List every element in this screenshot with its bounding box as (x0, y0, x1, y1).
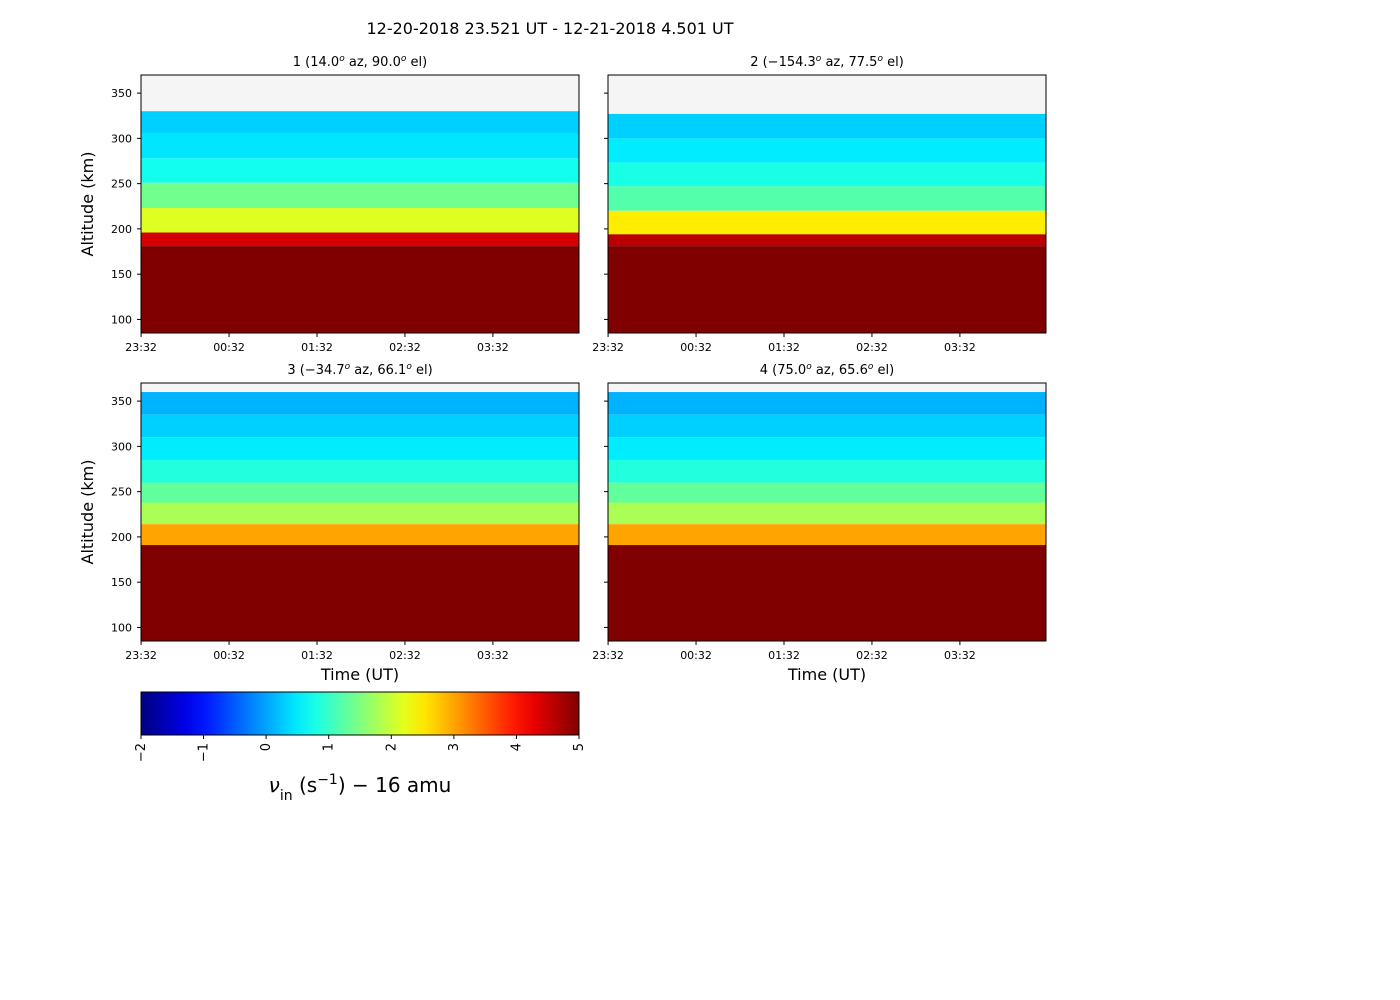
x-tick-label: 01:32 (301, 649, 333, 662)
y-tick-label: 150 (111, 576, 132, 589)
heatmap-layer (141, 246, 579, 333)
plot-frame (607, 382, 1047, 642)
heatmap-layer (141, 459, 579, 483)
colorbar-tick-label: 2 (384, 743, 399, 751)
panel-title: 1 (14.0o az, 90.0o el) (293, 54, 427, 70)
heatmap-layer (141, 482, 579, 503)
heatmap-layer (608, 392, 1046, 415)
x-tick-label: 23:32 (125, 649, 157, 662)
panel-title: 4 (75.0o az, 65.6o el) (760, 362, 894, 378)
x-tick-label: 02:32 (856, 649, 888, 662)
x-tick-label: 23:32 (592, 341, 624, 354)
y-axis-label: Altitude (km) (78, 460, 97, 565)
heatmap-layer (141, 232, 579, 247)
colorbar-label: νin (s−1) − 16 amu (269, 772, 452, 804)
y-tick-label: 200 (111, 531, 132, 544)
heatmap-layer (141, 208, 579, 233)
x-tick-label: 00:32 (213, 649, 245, 662)
heatmap-layer (141, 111, 579, 134)
heatmap-layer (608, 502, 1046, 525)
y-tick-label: 250 (111, 178, 132, 191)
x-axis-label: Time (UT) (320, 665, 399, 684)
heatmap-layer (141, 158, 579, 183)
heatmap-layer (608, 138, 1046, 163)
x-tick-label: 03:32 (944, 649, 976, 662)
heatmap-layer (141, 437, 579, 460)
y-tick-label: 350 (111, 87, 132, 100)
heatmap-layer (608, 186, 1046, 211)
figure-title: 12-20-2018 23.521 UT - 12-21-2018 4.501 … (366, 19, 734, 38)
heatmap-layer (141, 133, 579, 159)
x-tick-label: 02:32 (389, 341, 421, 354)
y-tick-label: 250 (111, 486, 132, 499)
colorbar-bar (140, 691, 580, 736)
y-tick-label: 150 (111, 268, 132, 281)
y-tick-label: 200 (111, 223, 132, 236)
x-tick-label: 01:32 (768, 649, 800, 662)
heatmap-layer (608, 113, 1046, 139)
plot-frame (607, 74, 1047, 334)
panel-2: 2 (−154.3o az, 77.5o el) 23:32 00:32 01:32 0… (592, 54, 1047, 354)
y-tick-label: 300 (111, 132, 132, 145)
x-tick-label: 23:32 (125, 341, 157, 354)
colorbar-tick-label: 1 (322, 743, 337, 751)
heatmap-layer (608, 414, 1046, 438)
plot-frame (140, 382, 580, 642)
x-tick-label: 02:32 (389, 649, 421, 662)
heatmap-layer (141, 524, 579, 546)
colorbar-tick-label: 3 (447, 743, 462, 751)
x-tick-label: 00:32 (680, 649, 712, 662)
y-tick-label: 100 (111, 313, 132, 326)
heatmap-layer (141, 182, 579, 209)
heatmap-layer (608, 437, 1046, 460)
x-tick-label: 03:32 (477, 341, 509, 354)
x-tick-label: 00:32 (680, 341, 712, 354)
y-tick-label: 300 (111, 440, 132, 453)
heatmap-layer (608, 210, 1046, 235)
panel-4: 4 (75.0o az, 65.6o el) 23:32 00:32 01:32 02:… (592, 362, 1047, 684)
x-tick-label: 03:32 (944, 341, 976, 354)
y-tick-label: 100 (111, 621, 132, 634)
panel-title: 2 (−154.3o az, 77.5o el) (750, 54, 904, 70)
heatmap-layer (608, 545, 1046, 641)
heatmap-layer (141, 414, 579, 438)
colorbar: −2 −1 0 1 2 3 4 5 νin (s−1) − 16 amu (134, 691, 587, 804)
y-axis-label: Altitude (km) (78, 152, 97, 257)
x-axis-label: Time (UT) (787, 665, 866, 684)
heatmap-layer (141, 392, 579, 415)
colorbar-tick-label: −2 (134, 743, 149, 762)
y-tick-label: 350 (111, 395, 132, 408)
heatmap-layer (141, 502, 579, 525)
heatmap-layer (608, 524, 1046, 546)
panel-1: 1 (14.0o az, 90.0o el) 100 150 200 250 300 350… (78, 54, 580, 354)
heatmap-layer (608, 234, 1046, 247)
x-tick-label: 01:32 (301, 341, 333, 354)
x-tick-label: 03:32 (477, 649, 509, 662)
heatmap-layer (608, 246, 1046, 333)
x-tick-label: 00:32 (213, 341, 245, 354)
plot-frame (140, 74, 580, 334)
panel-3: 3 (−34.7o az, 66.1o el) 100 150 200 250 300 35… (78, 362, 580, 684)
heatmap-layer (141, 545, 579, 641)
colorbar-tick-label: 0 (259, 743, 274, 751)
colorbar-tick-label: 5 (572, 743, 587, 751)
colorbar-tick-label: 4 (509, 743, 524, 751)
x-tick-label: 02:32 (856, 341, 888, 354)
heatmap-layer (608, 459, 1046, 483)
heatmap-layer (608, 162, 1046, 187)
x-tick-label: 23:32 (592, 649, 624, 662)
x-tick-label: 01:32 (768, 341, 800, 354)
heatmap-layer (608, 482, 1046, 503)
colorbar-tick-label: −1 (197, 743, 212, 762)
panel-title: 3 (−34.7o az, 66.1o el) (287, 362, 432, 378)
